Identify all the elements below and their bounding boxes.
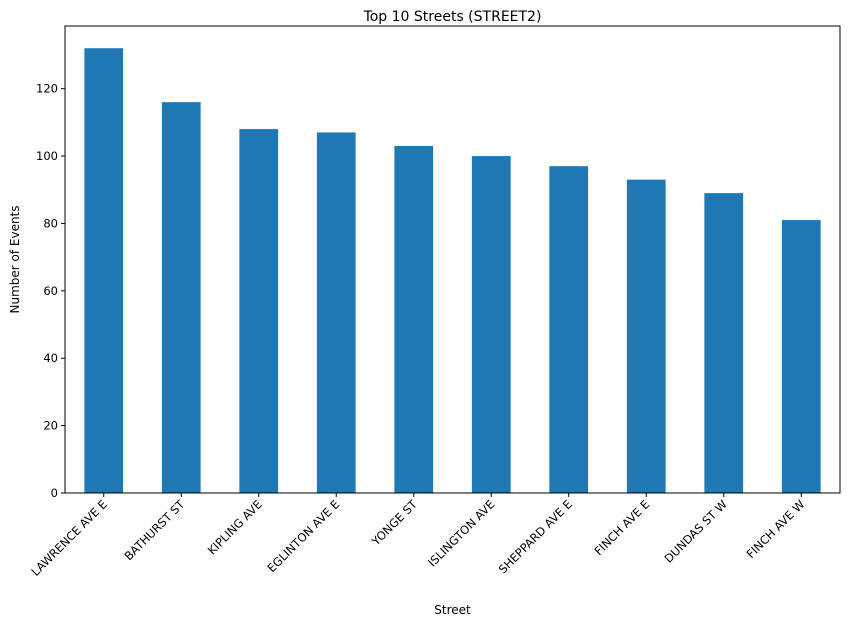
x-tick-label-3: EGLINTON AVE E <box>265 497 343 575</box>
bar-3 <box>316 132 356 493</box>
y-tick-label-6: 120 <box>36 82 58 96</box>
y-tick-label-0: 0 <box>51 486 58 500</box>
chart-title: Top 10 Streets (STREET2) <box>363 9 542 25</box>
bar-0 <box>84 48 124 493</box>
bar-6 <box>549 166 589 493</box>
y-axis-label: Number of Events <box>8 205 22 313</box>
x-tick-label-1: BATHURST ST <box>121 497 188 564</box>
x-tick-label-5: ISLINGTON AVE <box>425 497 497 569</box>
x-tick-label-7: FINCH AVE E <box>591 497 652 558</box>
x-tick-label-6: SHEPPARD AVE E <box>496 497 575 576</box>
bar-2 <box>239 129 279 494</box>
bar-4 <box>394 145 434 494</box>
x-tick-label-9: FINCH AVE W <box>744 497 808 561</box>
y-tick-label-2: 40 <box>43 351 58 365</box>
x-axis-ticks: LAWRENCE AVE E BATHURST ST KIPLING AVE EGLI… <box>28 493 807 579</box>
x-tick-label-4: YONGE ST <box>368 497 420 549</box>
bar-9 <box>781 220 821 493</box>
bar-8 <box>704 193 744 493</box>
y-tick-label-3: 60 <box>43 284 58 298</box>
y-axis-ticks: 0 20 40 60 80 100 120 <box>36 82 65 500</box>
bar-7 <box>626 179 666 493</box>
y-tick-label-5: 100 <box>36 149 58 163</box>
y-tick-label-1: 20 <box>43 419 58 433</box>
x-axis-label: Street <box>434 603 471 617</box>
bars <box>84 48 821 494</box>
y-tick-label-4: 80 <box>43 216 58 230</box>
x-tick-label-2: KIPLING AVE <box>205 497 265 557</box>
plot-frame <box>64 25 841 494</box>
bar-5 <box>471 156 511 494</box>
bar-1 <box>161 102 201 494</box>
x-tick-label-8: DUNDAS ST W <box>661 497 729 565</box>
x-tick-label-0: LAWRENCE AVE E <box>28 497 110 579</box>
